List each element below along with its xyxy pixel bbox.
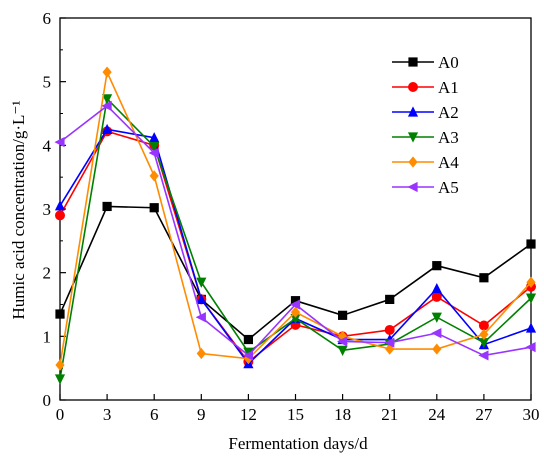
y-tick-label: 0 <box>43 391 52 410</box>
data-point-a5 <box>101 100 112 111</box>
data-point-a4 <box>55 359 65 371</box>
data-point-a0 <box>338 310 348 320</box>
data-point-a4 <box>102 66 112 78</box>
legend-marker <box>408 156 418 168</box>
x-tick-label: 3 <box>103 405 112 424</box>
data-point-a3 <box>196 277 207 288</box>
x-tick-label: 27 <box>475 405 493 424</box>
data-point-a4 <box>149 170 159 182</box>
series-a4 <box>55 66 536 371</box>
data-point-a4 <box>338 330 348 342</box>
legend-marker <box>407 181 418 193</box>
legend-item-a2: A2 <box>392 103 459 122</box>
data-point-a0 <box>55 309 65 319</box>
series-a5 <box>54 100 536 361</box>
data-point-a5 <box>431 328 442 339</box>
data-point-a0 <box>526 239 536 249</box>
x-tick-label: 0 <box>56 405 65 424</box>
legend-label: A5 <box>438 178 459 197</box>
y-tick-label: 6 <box>43 9 52 28</box>
data-point-a3 <box>337 345 348 356</box>
x-tick-label: 30 <box>523 405 540 424</box>
y-tick-label: 2 <box>43 264 52 283</box>
data-point-a5 <box>54 137 65 148</box>
legend-label: A1 <box>438 78 459 97</box>
data-point-a1 <box>478 320 489 331</box>
legend-item-a4: A4 <box>392 153 459 172</box>
data-point-a3 <box>149 142 160 153</box>
legend-item-a5: A5 <box>392 178 459 197</box>
data-point-a3 <box>102 94 113 105</box>
data-point-a2 <box>149 132 160 143</box>
plot-border <box>59 17 532 401</box>
legend-label: A3 <box>438 128 459 147</box>
data-point-a3 <box>431 312 442 323</box>
series-a1 <box>55 126 536 367</box>
legend-marker <box>408 57 418 67</box>
y-tick-label: 4 <box>43 136 52 155</box>
data-point-a0 <box>432 261 442 271</box>
data-point-a2 <box>525 322 537 333</box>
plot-frame <box>59 17 532 401</box>
data-point-a0 <box>479 273 489 283</box>
data-point-a1 <box>384 324 395 335</box>
data-point-a4 <box>479 328 489 341</box>
x-axis-label: Fermentation days/d <box>228 434 368 453</box>
x-tick-label: 18 <box>334 405 351 424</box>
data-point-a1 <box>55 210 65 221</box>
data-point-a3 <box>54 374 66 385</box>
x-tick-label: 21 <box>381 405 398 424</box>
y-axis-label: Humic acid concentration/g·L⁻¹ <box>9 101 28 320</box>
data-point-a2 <box>102 123 113 135</box>
data-point-a5 <box>242 350 253 361</box>
data-point-a1 <box>431 291 442 302</box>
data-point-a4 <box>385 343 395 355</box>
y-tick-label: 3 <box>43 200 52 219</box>
data-point-a2 <box>431 282 442 294</box>
x-tick-label: 9 <box>197 405 206 424</box>
legend-item-a0: A0 <box>392 53 459 72</box>
x-tick-label: 15 <box>287 405 304 424</box>
data-point-a3 <box>478 338 489 349</box>
x-axis-ticks: 0 3 6 9 12 15 18 21 24 27 30 <box>56 394 540 424</box>
x-tick-label: 24 <box>428 405 446 424</box>
data-point-a0 <box>102 201 112 212</box>
x-tick-label: 12 <box>240 405 257 424</box>
data-point-a4 <box>526 276 536 288</box>
data-point-a5 <box>337 336 348 347</box>
data-point-a3 <box>525 293 537 304</box>
series-layer <box>54 66 537 385</box>
data-point-a5 <box>195 312 206 323</box>
data-point-a2 <box>54 200 66 211</box>
data-point-a0 <box>290 296 301 306</box>
data-point-a4 <box>196 347 206 360</box>
x-tick-label: 6 <box>150 405 159 424</box>
data-point-a4 <box>290 306 301 318</box>
data-point-a5 <box>525 342 536 353</box>
legend-item-a1: A1 <box>392 78 459 97</box>
legend-label: A0 <box>438 53 459 72</box>
y-tick-label: 1 <box>43 327 52 346</box>
legend-label: A4 <box>438 153 459 172</box>
legend-item-a3: A3 <box>392 128 459 147</box>
data-point-a5 <box>148 147 159 159</box>
legend-marker <box>407 132 419 143</box>
data-point-a4 <box>432 343 442 355</box>
data-point-a2 <box>196 293 207 305</box>
data-point-a5 <box>384 337 395 348</box>
legend-marker <box>408 82 418 92</box>
legend-marker <box>407 106 419 117</box>
data-point-a0 <box>149 203 159 213</box>
data-point-a5 <box>289 299 301 310</box>
data-point-a3 <box>290 313 301 325</box>
data-point-a0 <box>243 334 253 345</box>
series-line-a3 <box>59 97 532 380</box>
y-tick-label: 5 <box>43 73 52 92</box>
legend: A0 A1 A2 A3 A4 A5 <box>392 53 459 197</box>
data-point-a4 <box>243 353 253 365</box>
data-point-a5 <box>478 350 489 361</box>
data-point-a0 <box>385 294 395 305</box>
legend-label: A2 <box>438 103 459 122</box>
